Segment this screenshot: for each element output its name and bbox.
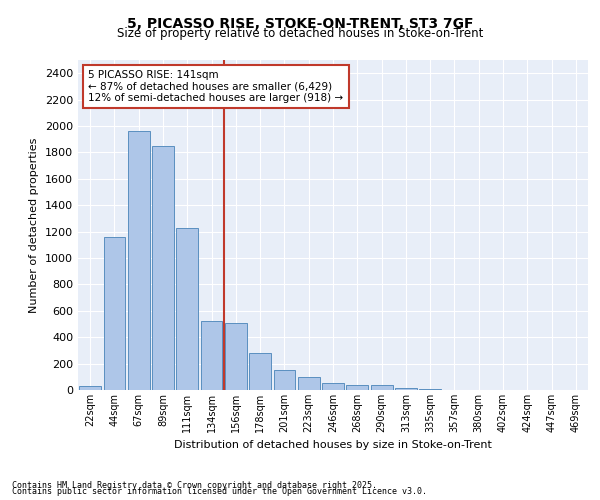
Bar bbox=[371, 386, 392, 390]
X-axis label: Distribution of detached houses by size in Stoke-on-Trent: Distribution of detached houses by size … bbox=[174, 440, 492, 450]
Bar bbox=[176, 228, 198, 390]
Bar bbox=[298, 378, 320, 390]
Bar bbox=[274, 370, 295, 390]
Bar bbox=[225, 322, 247, 390]
Text: Size of property relative to detached houses in Stoke-on-Trent: Size of property relative to detached ho… bbox=[117, 28, 483, 40]
Text: 5, PICASSO RISE, STOKE-ON-TRENT, ST3 7GF: 5, PICASSO RISE, STOKE-ON-TRENT, ST3 7GF bbox=[127, 18, 473, 32]
Bar bbox=[128, 132, 149, 390]
Bar bbox=[200, 322, 223, 390]
Bar bbox=[395, 388, 417, 390]
Bar bbox=[249, 353, 271, 390]
Text: Contains public sector information licensed under the Open Government Licence v3: Contains public sector information licen… bbox=[12, 487, 427, 496]
Bar bbox=[79, 386, 101, 390]
Text: 5 PICASSO RISE: 141sqm
← 87% of detached houses are smaller (6,429)
12% of semi-: 5 PICASSO RISE: 141sqm ← 87% of detached… bbox=[88, 70, 343, 103]
Bar bbox=[152, 146, 174, 390]
Bar bbox=[346, 385, 368, 390]
Bar bbox=[104, 237, 125, 390]
Text: Contains HM Land Registry data © Crown copyright and database right 2025.: Contains HM Land Registry data © Crown c… bbox=[12, 481, 377, 490]
Y-axis label: Number of detached properties: Number of detached properties bbox=[29, 138, 40, 312]
Bar bbox=[322, 384, 344, 390]
